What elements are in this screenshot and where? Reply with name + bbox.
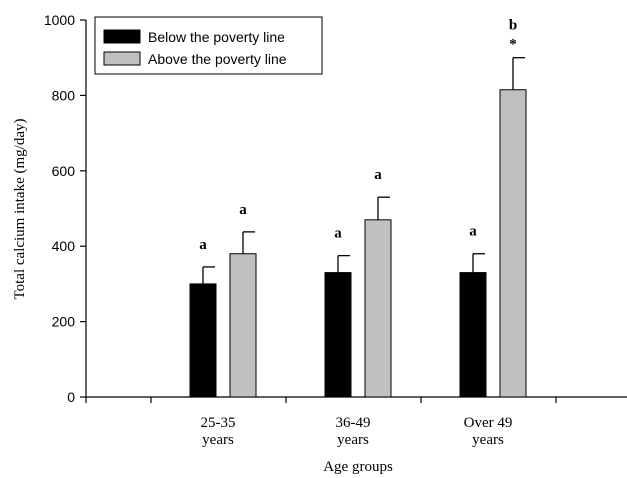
- bar: [499, 89, 527, 398]
- x-tick-label-line: 36-49: [336, 415, 371, 431]
- x-tick-label-line: Over 49: [464, 415, 513, 431]
- bar: [324, 272, 352, 398]
- y-tick-label: 1000: [44, 12, 75, 28]
- y-tick-label: 600: [52, 163, 76, 179]
- significance-letter: a: [239, 202, 247, 218]
- bars-layer: [189, 57, 527, 398]
- x-axis-title: Age groups: [323, 459, 393, 475]
- legend: Below the poverty line Above the poverty…: [94, 16, 323, 75]
- legend-label-above: Above the poverty line: [148, 51, 287, 67]
- x-tick-label-line: years: [472, 432, 504, 448]
- x-tick-label: Over 49 years: [464, 415, 513, 448]
- axes-layer: 0 200 400 600 800 1000: [44, 12, 627, 405]
- bar: [364, 219, 392, 398]
- bar: [229, 253, 257, 398]
- x-tick-label: 36-49 years: [336, 415, 371, 448]
- significance-asterisk: *: [509, 37, 517, 53]
- x-tick-label-line: years: [202, 432, 234, 448]
- legend-label-below: Below the poverty line: [148, 29, 285, 45]
- bar: [459, 272, 487, 398]
- x-tick-label-line: 25-35: [201, 415, 236, 431]
- legend-swatch-above: [103, 51, 141, 66]
- significance-letter: a: [199, 237, 207, 253]
- x-tick-label-line: years: [337, 432, 369, 448]
- y-tick-label: 0: [67, 389, 75, 405]
- y-tick-label: 200: [52, 314, 76, 330]
- significance-letter: a: [374, 167, 382, 183]
- y-axis-title: Total calcium intake (mg/day): [12, 119, 28, 300]
- significance-letter: a: [334, 226, 342, 242]
- y-tick-label: 800: [52, 87, 76, 103]
- bar: [189, 283, 217, 398]
- x-tick-label: 25-35 years: [201, 415, 236, 448]
- y-tick-label: 400: [52, 238, 76, 254]
- significance-letter: a: [469, 224, 477, 240]
- legend-swatch-below: [103, 29, 141, 44]
- significance-letter: b: [509, 18, 517, 34]
